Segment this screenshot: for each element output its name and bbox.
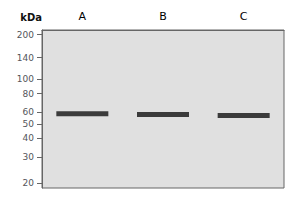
svg-text:100: 100 xyxy=(17,74,34,84)
svg-text:30: 30 xyxy=(23,152,35,162)
svg-text:B: B xyxy=(159,10,167,23)
svg-text:A: A xyxy=(79,10,87,23)
svg-text:200: 200 xyxy=(17,30,34,40)
svg-text:50: 50 xyxy=(23,119,35,129)
svg-text:20: 20 xyxy=(23,178,35,188)
svg-text:140: 140 xyxy=(17,53,34,63)
svg-text:80: 80 xyxy=(23,89,35,99)
svg-text:kDa: kDa xyxy=(20,12,42,23)
svg-text:C: C xyxy=(240,10,248,23)
svg-text:40: 40 xyxy=(23,133,35,143)
svg-text:60: 60 xyxy=(23,107,35,117)
